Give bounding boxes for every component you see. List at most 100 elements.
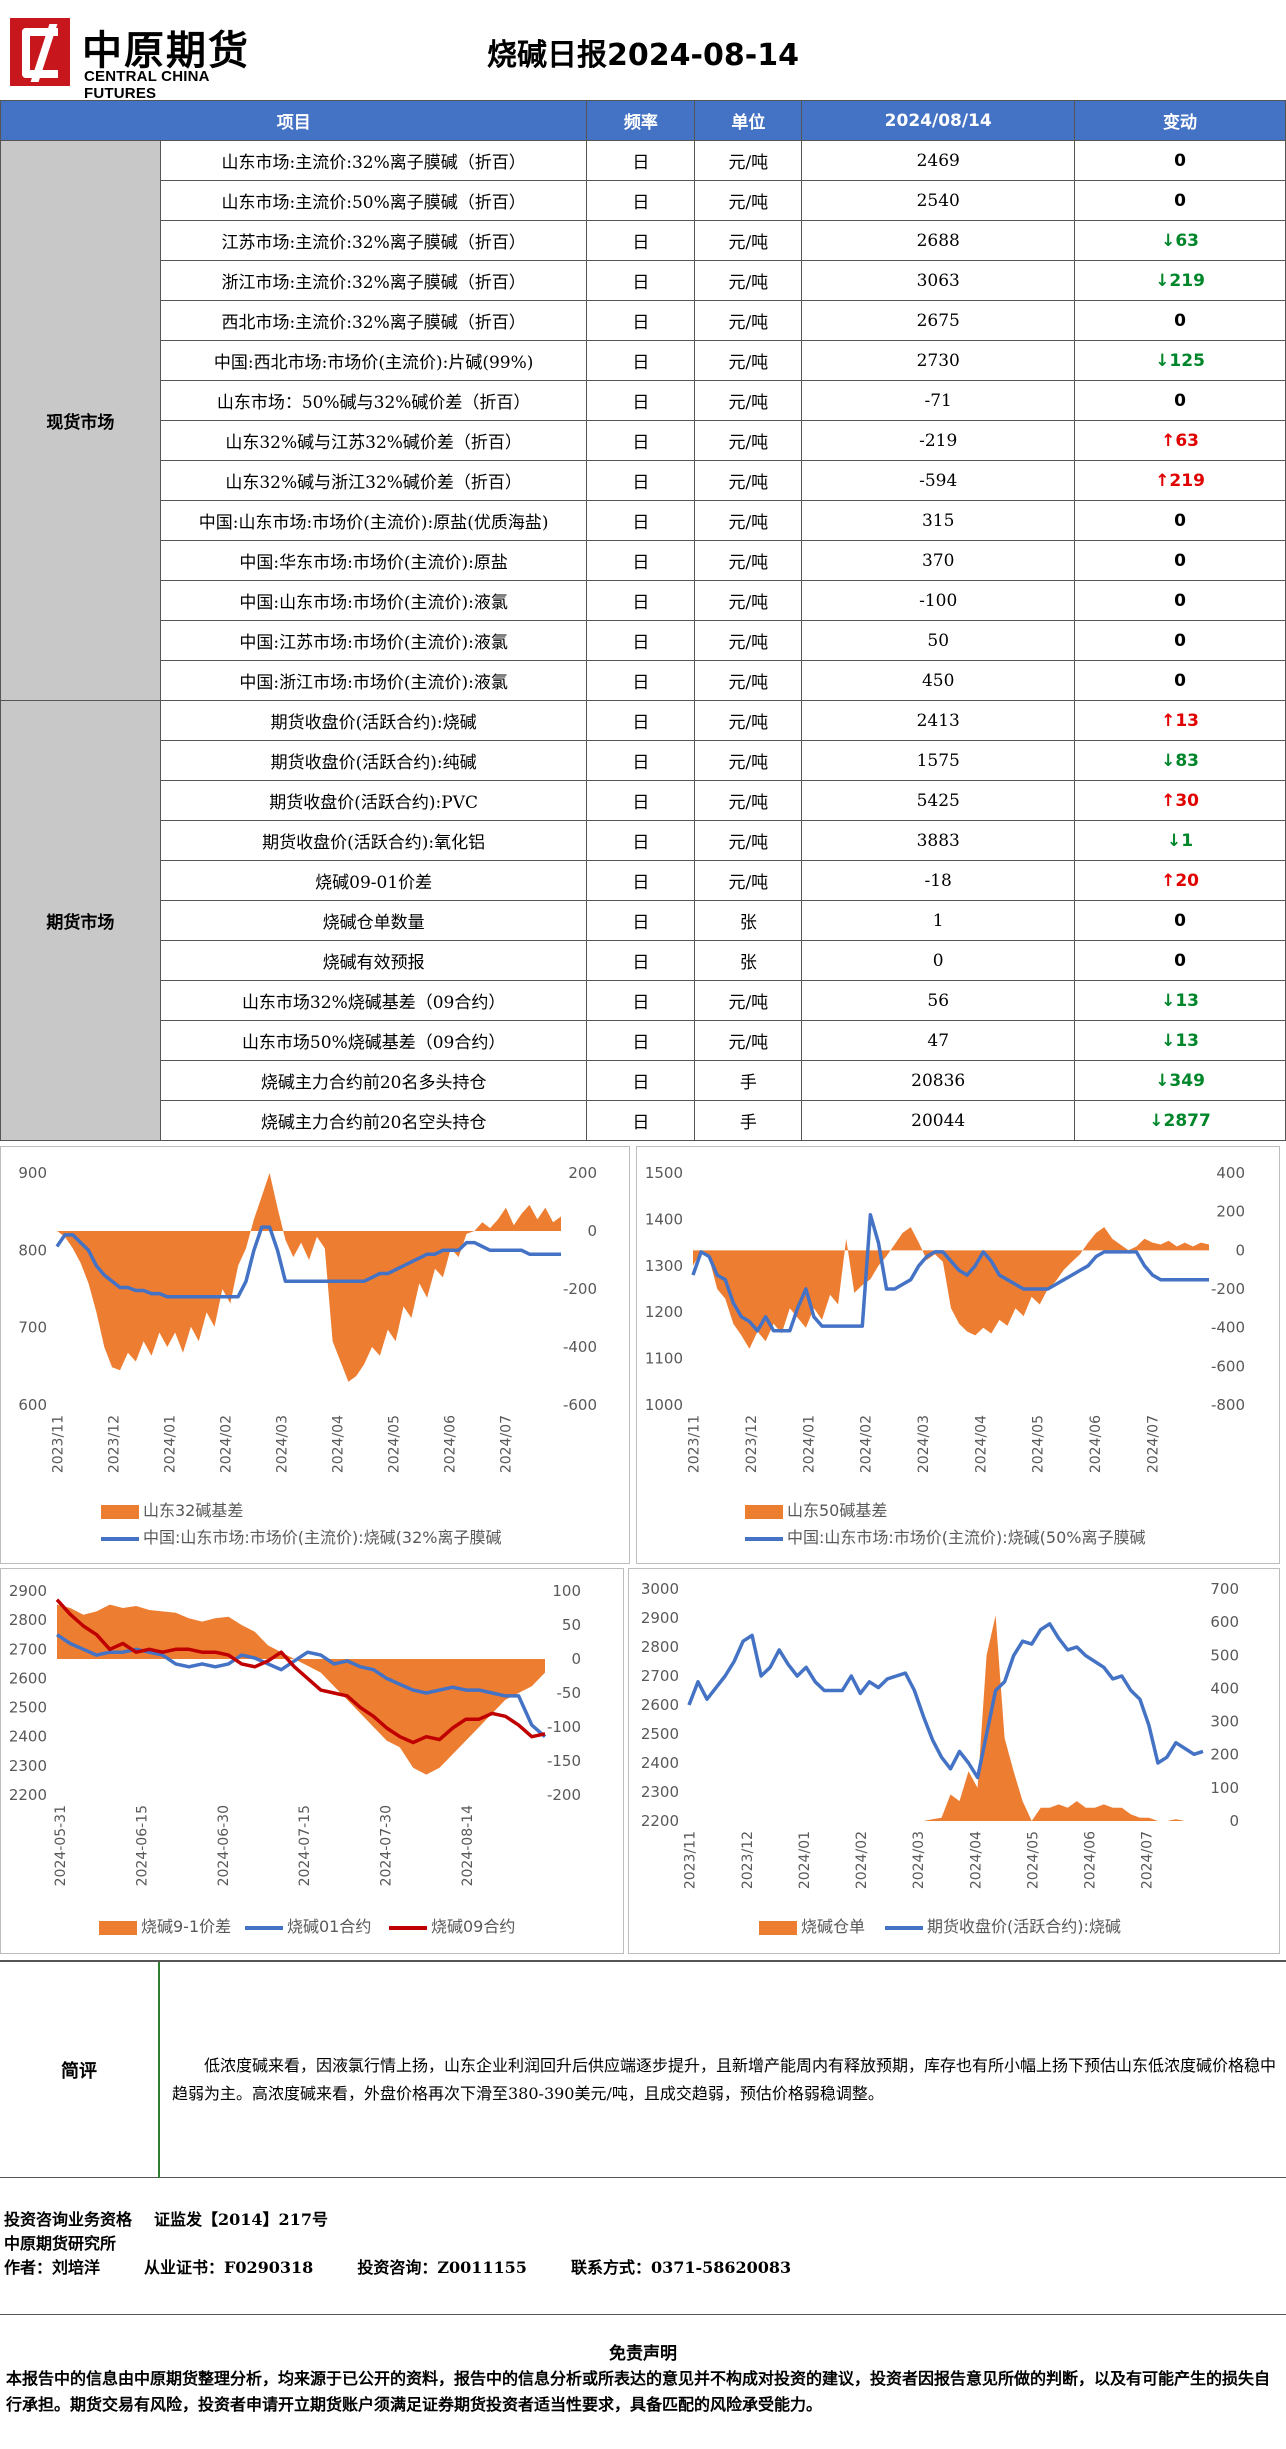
table-row: 期货市场 期货收盘价(活跃合约):烧碱日元/吨 2413 ↑13 [0, 700, 1286, 1141]
row-unit: 张 [694, 900, 803, 941]
x-axis-tick-label: 2023/11 [683, 1831, 699, 1889]
advisory-cert: 投资咨询：Z0011155 [357, 2258, 527, 2277]
left-axis-tick-label: 2200 [9, 1786, 47, 1804]
row-unit: 元/吨 [694, 220, 803, 261]
chart-2-svg: 1500 1400 1300 1200 1100 1000 400 200 0 -200 -400 -… [645, 1164, 1245, 1473]
col-header-change: 变动 [1074, 100, 1286, 141]
x-axis-tick-label: 2023/12 [744, 1415, 760, 1473]
row-value: 3883 [801, 820, 1076, 861]
right-axis-tick-label: -50 [557, 1684, 582, 1702]
row-value: 50 [801, 620, 1076, 661]
row-item: 山东市场:主流价:32%离子膜碱（折百） [159, 140, 588, 181]
right-axis-tick-label: 100 [1210, 1779, 1239, 1797]
left-axis-tick-label: 2700 [9, 1640, 47, 1658]
x-axis-tick-label: 2024-07-30 [378, 1805, 394, 1886]
table-row: 中国:山东市场:市场价(主流价):原盐(优质海盐) 日元/吨 315 0 [1, 500, 1286, 541]
row-change: 0 [1074, 540, 1286, 581]
left-axis-tick-label: 2700 [641, 1667, 679, 1685]
row-change: ↓83 [1074, 740, 1286, 781]
x-axis-tick-label: 2024/06 [1082, 1831, 1098, 1889]
row-unit: 元/吨 [694, 140, 803, 181]
right-axis-tick-label: 200 [568, 1164, 597, 1182]
right-axis-tick-label: -150 [547, 1752, 581, 1770]
table-row: 烧碱09-01价差日元/吨 -18 ↑20 [1, 860, 1286, 901]
left-axis-tick-label: 2800 [9, 1611, 47, 1629]
row-value: 2675 [801, 300, 1076, 341]
row-unit: 元/吨 [694, 180, 803, 221]
x-axis-tick-label: 2024/02 [219, 1415, 235, 1473]
x-axis-tick-label: 2024/02 [859, 1415, 875, 1473]
disclaimer-title: 免责声明 [609, 2344, 677, 2364]
row-unit: 元/吨 [694, 620, 803, 661]
row-value: 1 [801, 900, 1076, 941]
left-axis-tick-label: 2900 [9, 1582, 47, 1600]
row-change: 0 [1074, 940, 1286, 981]
row-value: -594 [801, 460, 1076, 501]
row-frequency: 日 [586, 740, 696, 781]
table-row: 中国:山东市场:市场价(主流价):液氯日元/吨 -100 0 [1, 580, 1286, 621]
chart-shandong-32-basis: 900 800 700 600 200 0 -200 -400 -600 2023/11 2023/… [0, 1146, 630, 1564]
row-frequency: 日 [586, 380, 696, 421]
table-row: 山东市场:主流价:50%离子膜碱（折百）日元/吨 2540 0 [1, 180, 1286, 221]
table-row: 浙江市场:主流价:32%离子膜碱（折百）日元/吨 3063 ↓219 [1, 260, 1286, 301]
row-item: 西北市场:主流价:32%离子膜碱（折百） [159, 300, 588, 341]
row-item: 烧碱主力合约前20名空头持仓 [159, 1100, 588, 1141]
row-change: ↑30 [1074, 780, 1286, 821]
left-axis-tick-label: 2800 [641, 1638, 679, 1656]
legend-item: 烧碱09合约 [389, 1913, 515, 1937]
left-axis-tick-label: 2600 [9, 1669, 47, 1687]
right-axis-tick-label: 400 [1210, 1679, 1239, 1697]
series-area-烧碱仓单 [689, 1615, 1203, 1821]
right-axis-tick-label: -200 [1211, 1280, 1245, 1298]
left-axis-tick-label: 2900 [641, 1609, 679, 1627]
legend-item: 山东50碱基差 [745, 1497, 887, 1521]
row-item: 烧碱有效预报 [159, 940, 588, 981]
row-item: 江苏市场:主流价:32%离子膜碱（折百） [159, 220, 588, 261]
series-area-烧碱9-1价差 [57, 1604, 545, 1775]
row-item: 中国:浙江市场:市场价(主流价):液氯 [159, 660, 588, 701]
row-unit: 元/吨 [694, 580, 803, 621]
row-unit: 元/吨 [694, 380, 803, 421]
right-axis-tick-label: -100 [547, 1718, 581, 1736]
x-axis-tick-label: 2023/12 [740, 1831, 756, 1889]
row-unit: 元/吨 [694, 820, 803, 861]
chart-spread-9-1: 2900 2800 2700 2600 2500 2400 2300 2200 100 50 0 -5… [0, 1568, 624, 1954]
chart-shandong-50-basis: 1500 1400 1300 1200 1100 1000 400 200 0 -200 -400 -… [636, 1146, 1280, 1564]
row-change: 0 [1074, 580, 1286, 621]
x-axis-tick-label: 2024-07-15 [297, 1805, 313, 1886]
legend-label: 山东32碱基差 [143, 1501, 244, 1520]
data-table: 项目 频率 单位 2024/08/14 变动 现货市场 山东市场:主流价:32%离… [0, 100, 1286, 1141]
report-title: 烧碱日报2024-08-14 [487, 38, 799, 73]
row-change: ↓63 [1074, 220, 1286, 261]
row-value: 0 [801, 940, 1076, 981]
section-label: 期货市场 [0, 700, 161, 1141]
row-frequency: 日 [586, 580, 696, 621]
left-axis-tick-label: 1100 [645, 1350, 683, 1368]
x-axis-tick-label: 2024/05 [387, 1415, 403, 1473]
row-frequency: 日 [586, 140, 696, 181]
row-change: ↑219 [1074, 460, 1286, 501]
table-row: 期货收盘价(活跃合约):纯碱日元/吨 1575 ↓83 [1, 740, 1286, 781]
row-frequency: 日 [586, 1020, 696, 1061]
right-axis-tick-label: -200 [563, 1280, 597, 1298]
chart-4-svg: 3000290028002700260025002400230022007006… [641, 1580, 1239, 1889]
row-frequency: 日 [586, 540, 696, 581]
report-header: 中原期货 CENTRAL CHINA FUTURES 烧碱日报2024-08-1… [0, 0, 1286, 102]
left-axis-tick-label: 2400 [641, 1754, 679, 1772]
row-frequency: 日 [586, 220, 696, 261]
chart-3-svg: 2900 2800 2700 2600 2500 2400 2300 2200 100 50 0 -5… [9, 1582, 582, 1886]
row-value: -100 [801, 580, 1076, 621]
commentary-text: 低浓度碱来看，因液氯行情上扬，山东企业利润回升后供应端逐步提升，且新增产能周内有… [172, 2056, 1277, 2103]
table-row: 烧碱主力合约前20名空头持仓日手 20044 ↓2877 [1, 1100, 1286, 1141]
row-unit: 元/吨 [694, 1020, 803, 1061]
disclaimer-section: 免责声明 本报告中的信息由中原期货整理分析，均来源于已公开的资料，报告中的信息分… [0, 2314, 1286, 2418]
right-axis-tick-label: 0 [1235, 1241, 1245, 1259]
qualification-label: 投资咨询业务资格 [4, 2210, 133, 2229]
col-header-date: 2024/08/14 [801, 100, 1076, 141]
series-line-烧碱09合约 [55, 1598, 546, 1745]
left-axis-tick-label: 2500 [641, 1725, 679, 1743]
chart-warehouse-receipts: 3000 2900 2800 2700 2600 2500 2400 2300 2200 700 6… [628, 1568, 1280, 1954]
row-value: -219 [801, 420, 1076, 461]
legend-item: 中国:山东市场:市场价(主流价):烧碱(32%离子膜碱 [101, 1524, 501, 1548]
series-area-山东32碱基差 [57, 1173, 561, 1382]
